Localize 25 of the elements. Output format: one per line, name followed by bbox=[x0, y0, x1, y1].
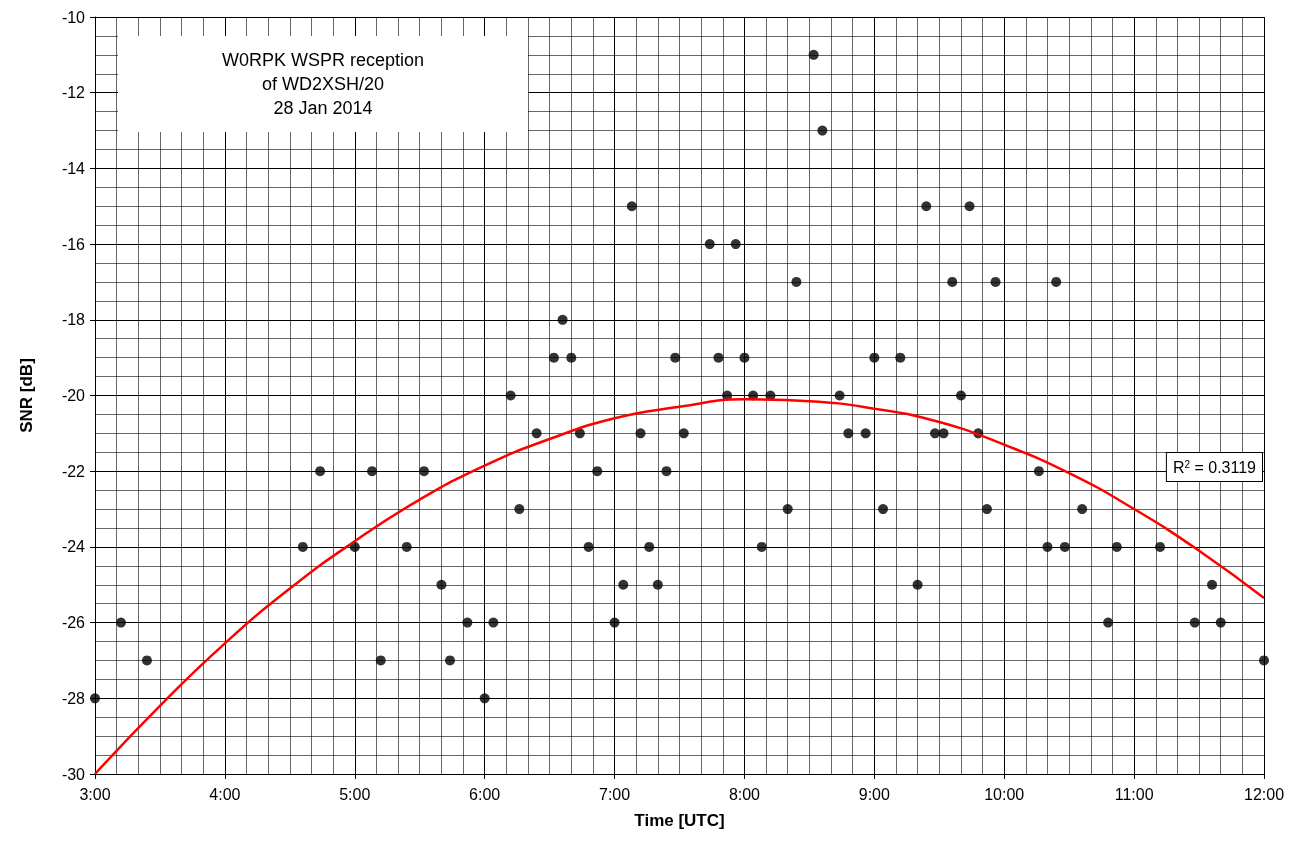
x-tick-label: 11:00 bbox=[1114, 785, 1154, 803]
x-tick-label: 5:00 bbox=[339, 785, 371, 803]
y-tick-label: -18 bbox=[61, 311, 86, 329]
y-tick-label: -16 bbox=[61, 235, 86, 253]
y-tick-label: -10 bbox=[61, 8, 86, 26]
x-tick-label: 6:00 bbox=[469, 785, 501, 803]
x-tick-label: 10:00 bbox=[984, 785, 1025, 803]
y-tick-label: -22 bbox=[61, 462, 86, 480]
y-tick-label: -30 bbox=[61, 765, 86, 783]
y-axis-title: SNR [dB] bbox=[17, 358, 36, 433]
x-tick-label: 7:00 bbox=[598, 785, 631, 803]
x-tick-label: 4:00 bbox=[209, 785, 241, 803]
line-series bbox=[93, 398, 1266, 776]
x-axis-title: Time [UTC] bbox=[634, 811, 725, 830]
x-tick-label: 8:00 bbox=[728, 785, 761, 803]
title-panel: W0RPK WSPR reception of WD2XSH/20 28 Jan 2014 bbox=[118, 36, 528, 132]
y-tick-label: -20 bbox=[61, 387, 86, 404]
x-tick-label: 9:00 bbox=[858, 785, 891, 803]
y-tick-label: -28 bbox=[61, 689, 86, 707]
y-tick-label: -24 bbox=[61, 538, 86, 556]
x-tick-label: 12:00 bbox=[1243, 785, 1285, 803]
y-tick-label: -26 bbox=[61, 614, 86, 632]
y-tick-label: -12 bbox=[61, 84, 86, 102]
y-tick-label: -14 bbox=[61, 159, 86, 177]
x-tick-label: 3:00 bbox=[79, 785, 111, 803]
